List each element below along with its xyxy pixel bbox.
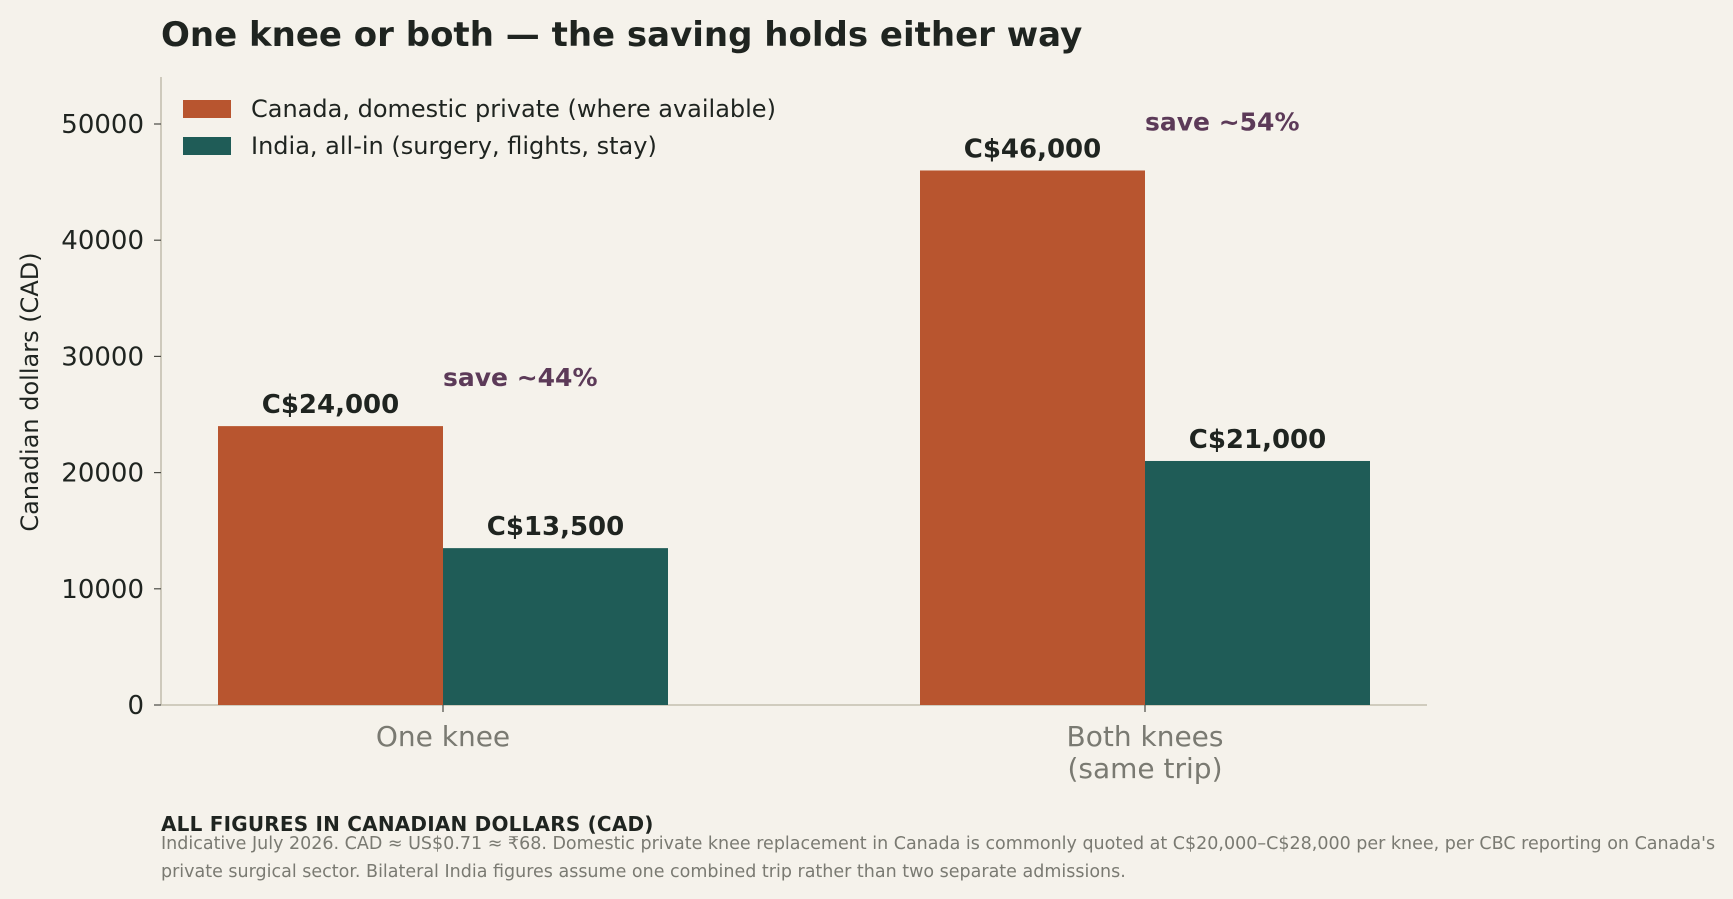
- legend-label: Canada, domestic private (where availabl…: [251, 95, 776, 123]
- chart-title: One knee or both — the saving holds eith…: [161, 15, 1082, 55]
- y-axis-label: Canadian dollars (CAD): [16, 252, 44, 531]
- y-tick-label: 0: [127, 691, 144, 721]
- bar-canada: [218, 426, 443, 705]
- y-tick-label: 20000: [61, 459, 144, 489]
- bar-value-label: C$46,000: [964, 134, 1102, 164]
- x-tick-label: One knee: [376, 720, 510, 753]
- footnote-heading: ALL FIGURES IN CANADIAN DOLLARS (CAD): [161, 812, 654, 836]
- bar-canada: [920, 170, 1145, 706]
- bar-value-label: C$13,500: [487, 512, 625, 542]
- saving-annotation: save ~44%: [443, 363, 598, 392]
- legend-swatch-canada: [183, 100, 231, 118]
- bar-value-label: C$24,000: [262, 390, 400, 420]
- bar-value-label: C$21,000: [1189, 425, 1327, 455]
- legend-label: India, all-in (surgery, flights, stay): [251, 132, 657, 160]
- y-tick-label: 40000: [61, 226, 144, 256]
- y-tick-label: 10000: [61, 575, 144, 605]
- legend-swatch-india: [183, 137, 231, 155]
- bar-india: [443, 548, 668, 705]
- plot-area: 0 10000 20000 30000 40000 50000 One knee Both k…: [61, 77, 1427, 785]
- saving-annotation: save ~54%: [1145, 107, 1300, 136]
- x-tick-label: (same trip): [1067, 752, 1222, 785]
- legend: Canada, domestic private (where availabl…: [183, 95, 776, 160]
- y-tick-label: 30000: [61, 342, 144, 372]
- footnote-text: Indicative July 2026. CAD ≈ US$0.71 ≈ ₹6…: [161, 834, 1716, 882]
- bar-india: [1145, 460, 1370, 705]
- x-tick-label: Both knees: [1067, 720, 1224, 753]
- y-tick-label: 50000: [61, 110, 144, 140]
